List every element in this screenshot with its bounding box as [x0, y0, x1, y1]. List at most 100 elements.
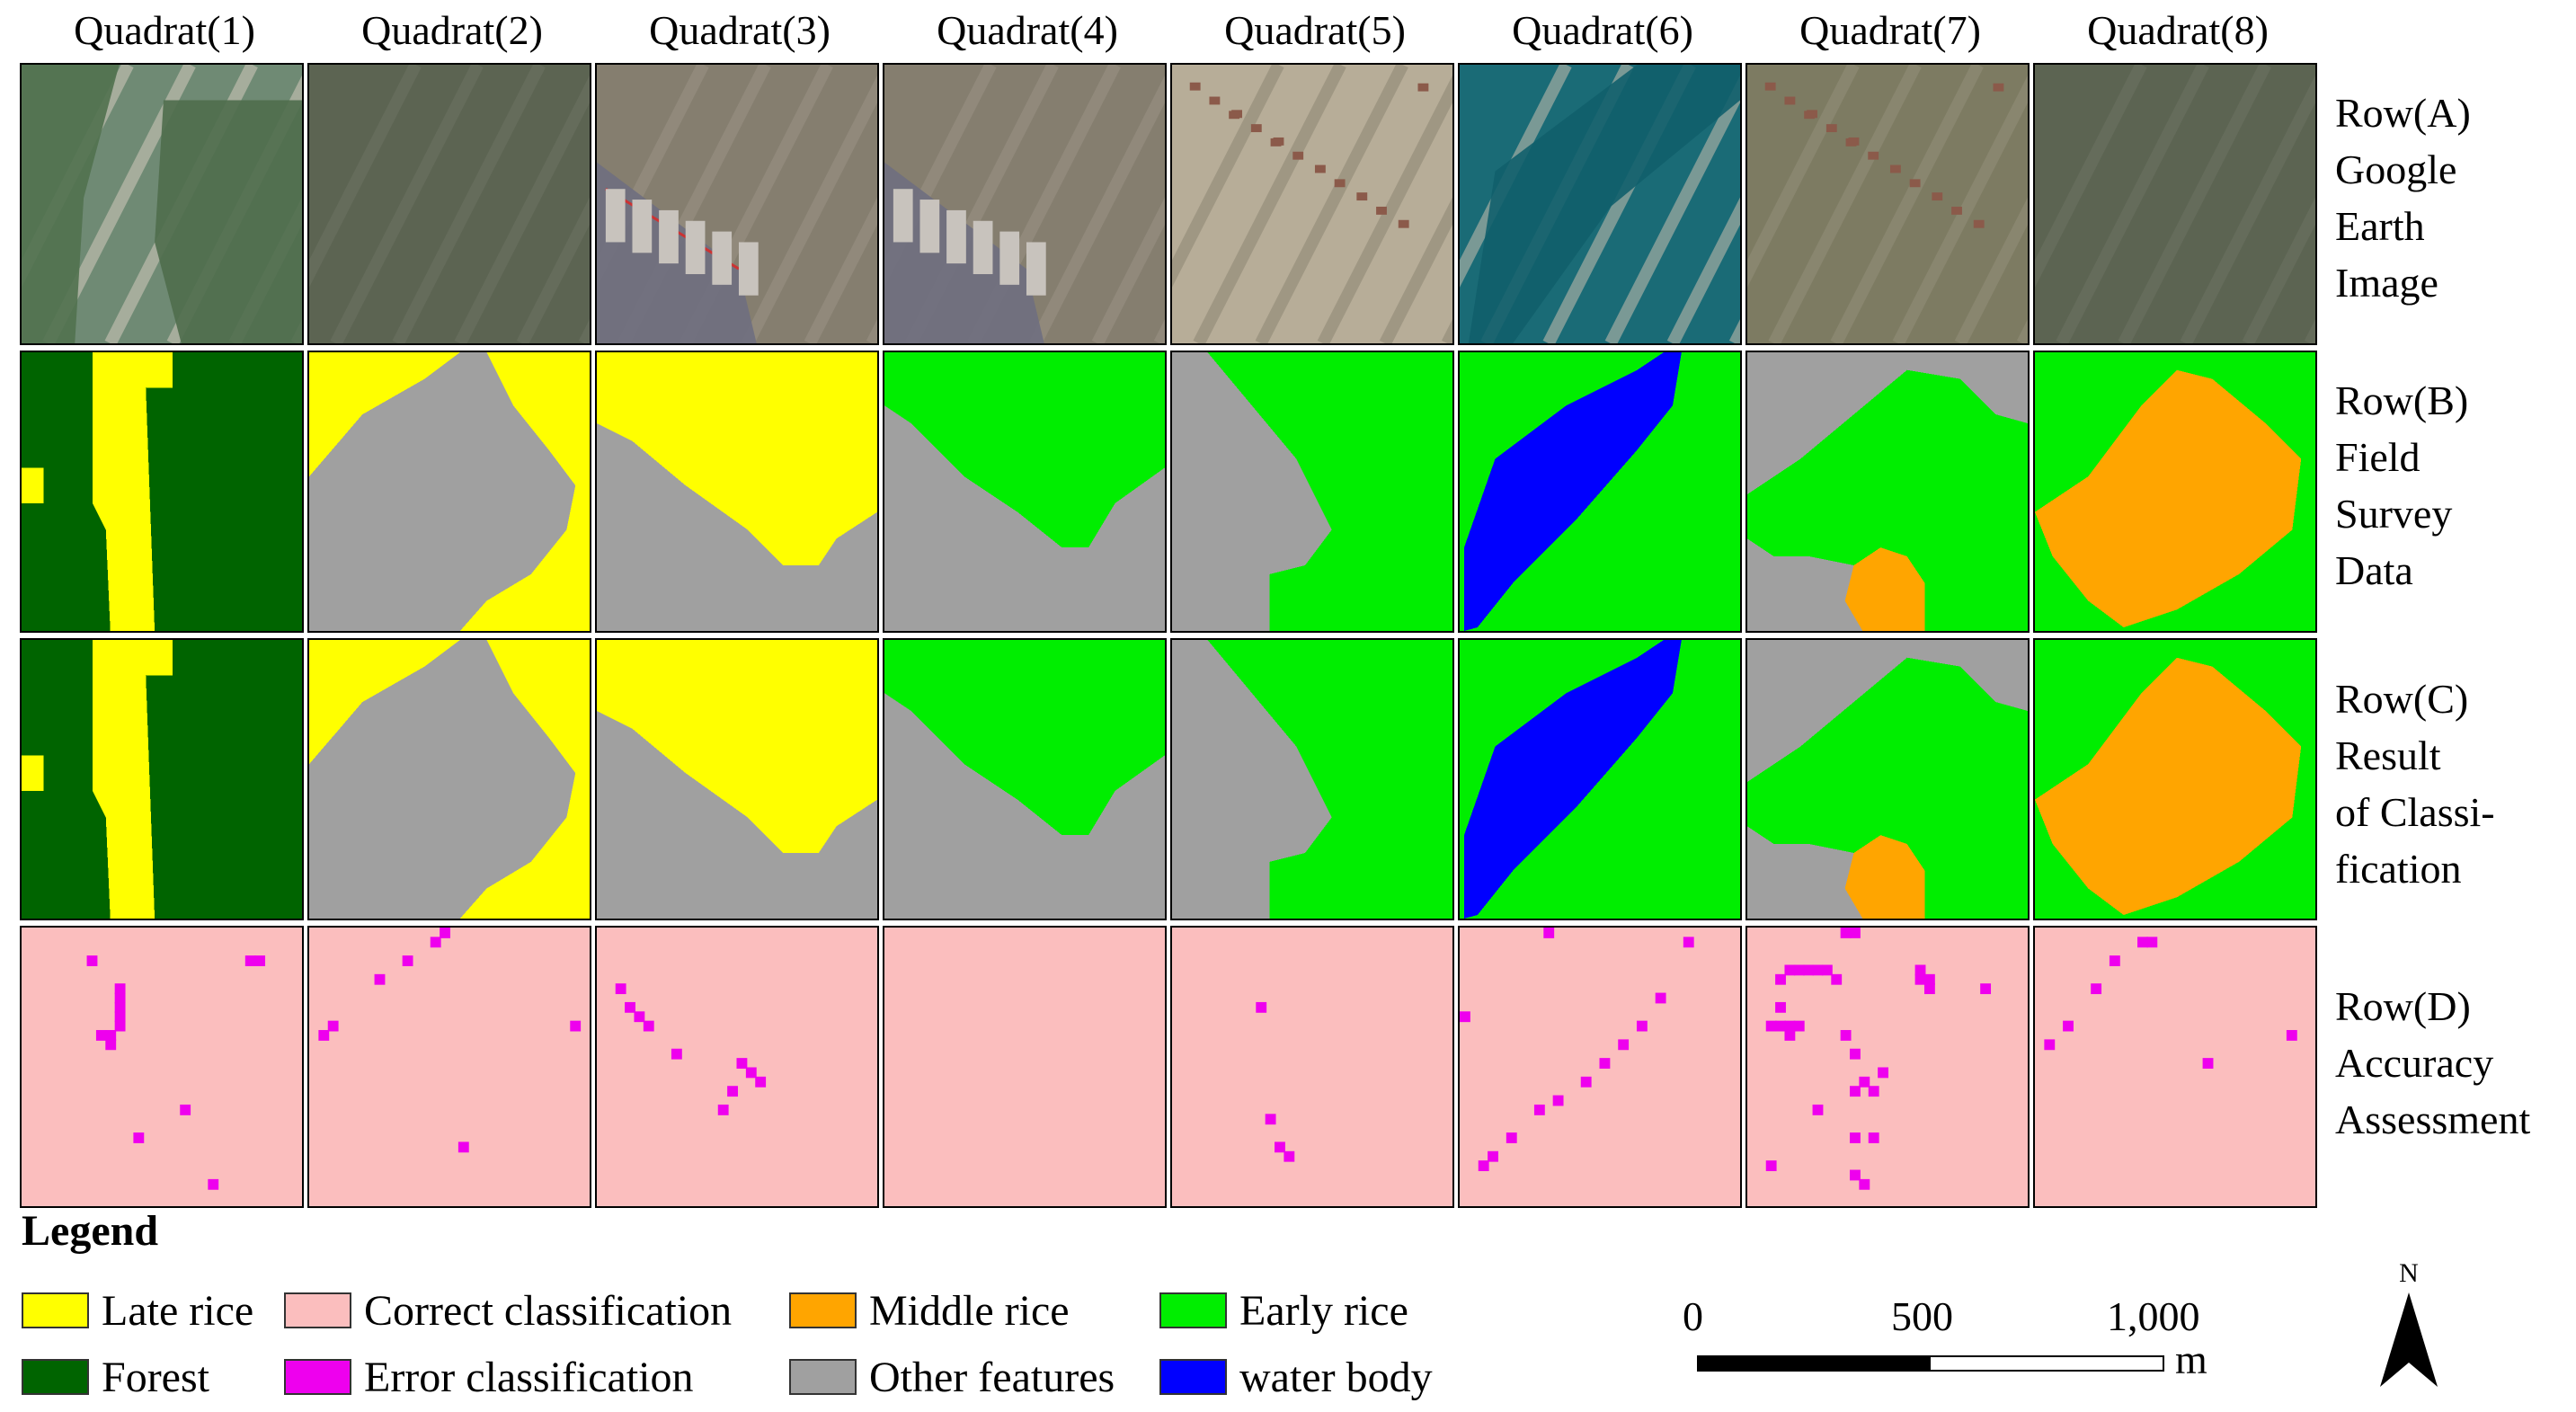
error-pixel [1784, 1020, 1796, 1032]
row-c-line-1: Row(C) [2335, 676, 2469, 722]
error-pixel [1821, 964, 1833, 976]
legend-swatch-water [1159, 1359, 1227, 1395]
building [1229, 111, 1240, 120]
field-strip [1091, 197, 1165, 343]
error-pixel [727, 1086, 738, 1097]
field-strip [1029, 75, 1165, 343]
building [973, 220, 993, 274]
error-pixel [1914, 973, 1926, 985]
building [1250, 124, 1262, 133]
building [1209, 96, 1221, 105]
error-pixel [2146, 937, 2158, 948]
field-strip [392, 65, 546, 343]
field-strip [742, 75, 877, 343]
quadrat-7-map [1747, 928, 2028, 1206]
legend-item-water: water body [1159, 1354, 1433, 1401]
quadrat-1-map [22, 928, 302, 1206]
error-pixel [1923, 983, 1935, 995]
quadrat-2-row-a [307, 63, 591, 345]
correct-area [2035, 928, 2315, 1206]
error-pixel [1478, 1160, 1489, 1172]
row-d-line-1: Row(D) [2335, 983, 2471, 1029]
building [1398, 219, 1409, 228]
quadrat-5-row-d [1170, 926, 1454, 1208]
legend-title: Legend [22, 1207, 159, 1255]
quadrat-2-row-b [307, 351, 591, 633]
class-region-water [1463, 352, 1682, 631]
legend-swatch-other [789, 1359, 857, 1395]
error-pixel [86, 955, 98, 966]
class-region-middle-rice [1844, 835, 1925, 919]
error-pixel [1775, 1020, 1786, 1032]
quadrat-1-map [22, 352, 302, 631]
error-pixel [1868, 1132, 1879, 1143]
quadrat-2-map [309, 928, 590, 1206]
image-feature [155, 100, 302, 343]
field-strip [2056, 65, 2209, 343]
building [1909, 179, 1921, 188]
quadrat-6-map [1460, 352, 1740, 631]
quadrat-3-map [597, 640, 877, 919]
error-pixel [1850, 928, 1861, 938]
quadrat-7-row-d [1745, 926, 2030, 1208]
error-pixel [570, 1020, 582, 1032]
scale-unit: m [2175, 1337, 2207, 1382]
quadrat-3-map [597, 65, 877, 343]
legend-label-forest: Forest [102, 1353, 209, 1401]
building [738, 242, 759, 296]
quadrat-1-row-b [20, 351, 304, 633]
north-label: N [2399, 1258, 2419, 1288]
quadrat-header-5: Quadrat(5) [1224, 7, 1406, 53]
row-a-line-3: Earth [2335, 203, 2425, 249]
quadrat-1-row-a [20, 63, 304, 345]
error-pixel [105, 1030, 117, 1041]
quadrat-4-row-b [883, 351, 1167, 633]
quadrat-8-map [2035, 640, 2315, 919]
class-region-other [1172, 640, 1332, 919]
class-region-water [1463, 640, 1682, 919]
building [1764, 82, 1776, 91]
error-pixel [2091, 983, 2102, 995]
legend-item-late-rice: Late rice [22, 1287, 253, 1335]
building [1270, 138, 1282, 147]
error-pixel [1812, 1104, 1824, 1115]
quadrat-2-map [309, 640, 590, 919]
building [1932, 192, 1943, 201]
error-pixel [114, 983, 126, 995]
quadrat-3-row-d [595, 926, 879, 1208]
legend-label-error: Error classification [364, 1353, 694, 1401]
error-pixel [1831, 973, 1843, 985]
correct-area [1172, 928, 1452, 1206]
row-b-line-1: Row(B) [2335, 377, 2469, 423]
field-strip [1193, 65, 1346, 343]
field-strip [1954, 197, 2028, 343]
legend-label-correct: Correct classification [364, 1286, 733, 1335]
quadrat-header-3: Quadrat(3) [649, 7, 831, 53]
building [632, 200, 653, 253]
image-feature [1468, 65, 1740, 343]
quadrat-header-1: Quadrat(1) [74, 7, 255, 53]
quadrat-5-row-a [1170, 63, 1454, 345]
error-pixel [1636, 1020, 1648, 1032]
building [1784, 96, 1796, 105]
row-c-line-4: fication [2335, 846, 2462, 892]
error-pixel [180, 1104, 191, 1115]
quadrat-8-map [2035, 65, 2315, 343]
error-pixel [2202, 1058, 2214, 1069]
class-region-early-rice [1747, 369, 2028, 631]
quadrat-2-row-c [307, 638, 591, 920]
legend-item-other: Other features [789, 1354, 1115, 1401]
row-a-line-2: Google [2335, 147, 2457, 192]
scale-bar [1697, 1355, 2164, 1372]
quadrat-5-map [1172, 640, 1452, 919]
quadrat-8-row-a [2033, 63, 2317, 345]
error-pixel [1506, 1132, 1517, 1143]
correct-area [309, 928, 590, 1206]
scale-tick-0: 0 [1683, 1293, 1703, 1339]
field-strip [1768, 65, 1922, 343]
quadrat-7-map [1747, 65, 2028, 343]
class-region-forest [163, 387, 302, 631]
quadrat-8-row-c [2033, 638, 2317, 920]
error-pixel [114, 1011, 126, 1023]
error-pixel [1580, 1076, 1592, 1088]
